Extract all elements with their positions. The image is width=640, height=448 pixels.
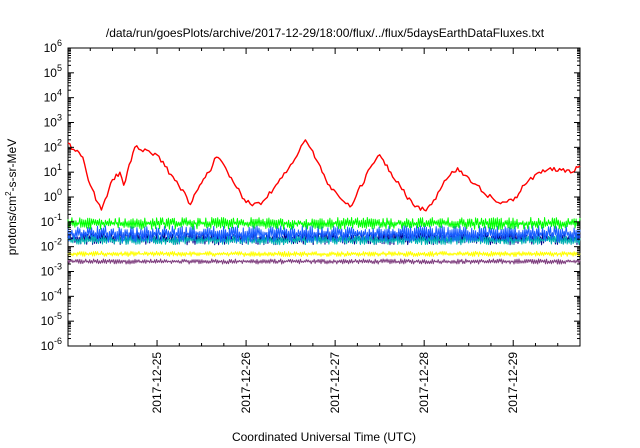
y-tick-label-exponent: 6 (57, 38, 62, 48)
y-tick-label: 100 (44, 187, 62, 204)
y-tick-label-exponent: -2 (54, 237, 62, 247)
y-tick-label: 102 (44, 137, 62, 154)
y-tick-label-base: 10 (41, 265, 55, 279)
y-axis-label-suffix: -s-sr-MeV (5, 139, 19, 192)
y-tick-label: 10-4 (41, 286, 62, 303)
y-tick-label-base: 10 (44, 165, 58, 179)
y-tick-label-exponent: 3 (57, 113, 62, 123)
x-tick-label: 2017-12-29 (506, 352, 520, 414)
y-tick-labels: 10-610-510-410-310-210-11001011021031041… (41, 38, 62, 353)
x-axis-label: Coordinated Universal Time (UTC) (232, 430, 416, 444)
series-line-3 (67, 225, 581, 243)
y-tick-label-exponent: 0 (57, 187, 62, 197)
y-tick-label: 10-1 (41, 212, 62, 229)
y-tick-label: 10-2 (41, 237, 62, 254)
y-tick-label: 104 (44, 88, 62, 105)
series-line-7 (67, 258, 581, 265)
y-tick-label-exponent: -5 (54, 311, 62, 321)
y-tick-label-base: 10 (44, 116, 58, 130)
y-tick-label: 106 (44, 38, 62, 55)
series-line-6 (67, 250, 581, 257)
y-tick-label: 103 (44, 113, 62, 130)
tick-marks (67, 47, 581, 347)
plot-frame (67, 47, 581, 347)
y-tick-label: 105 (44, 63, 62, 80)
y-axis-label-superscript: 2 (4, 191, 13, 196)
y-tick-label-base: 10 (44, 41, 58, 55)
y-tick-label-base: 10 (44, 140, 58, 154)
x-tick-label: 2017-12-27 (328, 352, 342, 414)
y-tick-label-base: 10 (41, 215, 55, 229)
y-tick-label-exponent: -4 (54, 286, 62, 296)
x-tick-label: 2017-12-26 (239, 352, 253, 414)
x-tick-label: 2017-12-25 (150, 352, 164, 414)
y-axis-label-prefix: protons/cm (5, 196, 19, 255)
y-tick-label-base: 10 (41, 314, 55, 328)
y-tick-label-exponent: -6 (54, 336, 62, 346)
y-tick-label: 10-5 (41, 311, 62, 328)
y-tick-label-base: 10 (44, 66, 58, 80)
y-tick-label: 101 (44, 162, 62, 179)
y-tick-label-exponent: 1 (57, 162, 62, 172)
y-tick-label-base: 10 (41, 240, 55, 254)
series-line-1 (67, 139, 581, 212)
series-layer (67, 139, 581, 265)
x-tick-labels: 2017-12-25 2017-12-26 2017-12-27 2017-12-28… (150, 352, 520, 414)
y-tick-label-base: 10 (41, 339, 55, 353)
y-tick-label-base: 10 (41, 289, 55, 303)
y-tick-label-exponent: 5 (57, 63, 62, 73)
y-axis-label: protons/cm2-s-sr-MeV (4, 139, 19, 255)
series-line-2 (67, 217, 581, 230)
y-tick-label-exponent: 2 (57, 137, 62, 147)
y-tick-label: 10-3 (41, 262, 62, 279)
series-line-4 (67, 235, 581, 246)
chart-title: /data/run/goesPlots/archive/2017-12-29/1… (106, 26, 545, 40)
y-tick-label-exponent: 4 (57, 88, 62, 98)
y-tick-label-exponent: -3 (54, 262, 62, 272)
x-tick-label: 2017-12-28 (417, 352, 431, 414)
y-tick-label-base: 10 (44, 91, 58, 105)
y-tick-label-base: 10 (44, 190, 58, 204)
y-tick-label: 10-6 (41, 336, 62, 353)
y-tick-label-exponent: -1 (54, 212, 62, 222)
